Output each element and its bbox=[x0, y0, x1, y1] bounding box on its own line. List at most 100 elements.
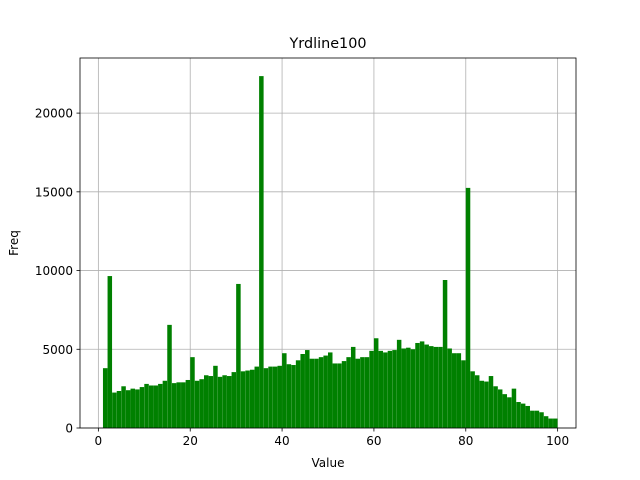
histogram-bar bbox=[135, 389, 140, 428]
axis-ticks: 0 20 40 60 80 100 0 5000 10000 15000 20000 bbox=[35, 107, 569, 448]
histogram-bar bbox=[378, 350, 384, 428]
histogram-bar bbox=[323, 355, 328, 428]
histogram-bar bbox=[116, 391, 122, 428]
histogram-bar bbox=[125, 390, 131, 428]
histogram-bar bbox=[171, 383, 177, 428]
histogram-bar bbox=[139, 387, 145, 428]
histogram-bar bbox=[112, 392, 117, 428]
histogram-bars bbox=[102, 76, 558, 429]
histogram-bar bbox=[236, 283, 241, 428]
histogram-bar bbox=[259, 76, 264, 429]
histogram-bar bbox=[194, 380, 200, 428]
histogram-bar bbox=[337, 363, 342, 428]
y-tick-label: 5000 bbox=[42, 343, 73, 357]
histogram-bar bbox=[511, 388, 517, 428]
histogram-bar bbox=[282, 353, 287, 428]
histogram-bar bbox=[410, 349, 416, 428]
histogram-bar bbox=[474, 375, 480, 428]
histogram-bar bbox=[254, 366, 260, 428]
x-tick-label: 100 bbox=[546, 434, 569, 448]
histogram-bar bbox=[553, 418, 558, 428]
histogram-bar bbox=[176, 382, 181, 428]
histogram-bar bbox=[507, 397, 512, 428]
histogram-bar bbox=[240, 371, 246, 428]
x-tick-label: 0 bbox=[95, 434, 103, 448]
histogram-bar bbox=[204, 375, 209, 428]
histogram-bar bbox=[309, 358, 315, 428]
histogram-bar bbox=[419, 341, 425, 428]
histogram-bar bbox=[291, 365, 296, 428]
histogram-bar bbox=[213, 365, 218, 428]
histogram-bar bbox=[277, 365, 282, 428]
histogram-bar bbox=[438, 346, 443, 428]
x-tick-label: 60 bbox=[366, 434, 381, 448]
histogram-bar bbox=[249, 369, 255, 428]
histogram-bar bbox=[442, 280, 448, 428]
histogram-bar bbox=[208, 376, 214, 428]
histogram-bar bbox=[392, 350, 397, 428]
histogram-bar bbox=[295, 360, 301, 428]
histogram-bar bbox=[355, 358, 361, 428]
histogram-bar bbox=[300, 354, 305, 428]
histogram-bar bbox=[286, 364, 292, 428]
histogram-bar bbox=[452, 353, 457, 428]
histogram-bar bbox=[245, 370, 250, 428]
histogram-bar bbox=[107, 276, 113, 428]
histogram-bar bbox=[456, 353, 462, 428]
histogram-bar bbox=[158, 383, 163, 428]
histogram-bar bbox=[162, 380, 168, 428]
histogram-bar bbox=[318, 357, 324, 428]
histogram-bar bbox=[502, 394, 508, 428]
histogram-bar bbox=[470, 371, 475, 428]
histogram-bar bbox=[396, 339, 402, 428]
histogram-bar bbox=[548, 418, 553, 428]
histogram-bar bbox=[433, 346, 439, 428]
histogram-bar bbox=[383, 352, 388, 428]
histogram-bar bbox=[121, 386, 126, 428]
histogram-bar bbox=[190, 357, 195, 428]
y-tick-label: 10000 bbox=[35, 264, 73, 278]
histogram-bar bbox=[199, 379, 204, 428]
histogram-bar bbox=[406, 347, 411, 428]
histogram-bar bbox=[373, 338, 379, 428]
histogram-bar bbox=[185, 379, 191, 428]
histogram-bar bbox=[401, 348, 406, 428]
histogram-bar bbox=[520, 403, 526, 428]
histogram-bar bbox=[530, 410, 535, 428]
histogram-bar bbox=[387, 350, 393, 428]
x-tick-label: 80 bbox=[458, 434, 473, 448]
histogram-bar bbox=[332, 363, 338, 428]
histogram-bar bbox=[102, 368, 108, 428]
chart-title: Yrdline100 bbox=[288, 36, 366, 52]
histogram-bar bbox=[341, 361, 347, 428]
x-axis-label: Value bbox=[312, 456, 345, 470]
histogram-bar bbox=[539, 412, 544, 428]
histogram-bar bbox=[268, 366, 273, 428]
histogram-bar bbox=[263, 368, 269, 428]
histogram-bar bbox=[144, 383, 149, 428]
histogram-bar bbox=[130, 388, 136, 428]
plot-frame bbox=[79, 57, 577, 429]
histogram-bar bbox=[346, 357, 351, 428]
histogram-bar bbox=[429, 346, 434, 428]
histogram-bar bbox=[369, 350, 374, 428]
histogram-bar bbox=[181, 382, 186, 428]
histogram-bar bbox=[328, 352, 333, 428]
histogram-bar bbox=[305, 350, 310, 428]
histogram-bar bbox=[272, 366, 278, 428]
histogram-bar bbox=[516, 402, 521, 428]
histogram-bar bbox=[350, 346, 356, 428]
histogram-bar bbox=[461, 360, 466, 428]
histogram-bar bbox=[222, 375, 227, 428]
histogram-bar bbox=[479, 380, 485, 428]
y-tick-label: 20000 bbox=[35, 107, 73, 121]
histogram-bar bbox=[465, 187, 471, 428]
histogram-bar bbox=[217, 376, 223, 428]
histogram-bar bbox=[148, 385, 154, 428]
histogram-bar bbox=[360, 357, 365, 428]
y-tick-label: 0 bbox=[65, 422, 73, 436]
histogram-bar bbox=[447, 348, 452, 428]
histogram-bar bbox=[364, 357, 370, 428]
histogram-bar bbox=[484, 381, 489, 428]
x-tick-label: 40 bbox=[274, 434, 289, 448]
